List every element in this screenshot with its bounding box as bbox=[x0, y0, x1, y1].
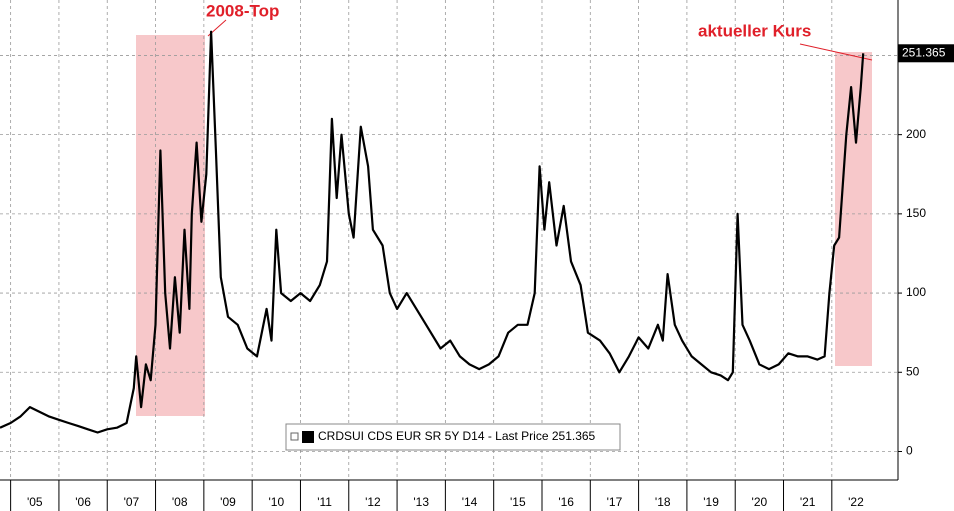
x-tick-label: '05 bbox=[27, 495, 43, 509]
x-tick-label: '06 bbox=[75, 495, 91, 509]
x-tick-label: '15 bbox=[510, 495, 526, 509]
x-tick-label: '13 bbox=[413, 495, 429, 509]
x-tick-label: '20 bbox=[752, 495, 768, 509]
x-tick-label: '08 bbox=[172, 495, 188, 509]
last-price-label: 251.365 bbox=[902, 45, 946, 59]
y-tick-label: 100 bbox=[906, 285, 926, 299]
x-tick-label: '19 bbox=[703, 495, 719, 509]
plot-area bbox=[0, 0, 898, 480]
legend-toggle bbox=[290, 432, 299, 441]
x-tick-label: '21 bbox=[800, 495, 816, 509]
x-tick-label: '16 bbox=[558, 495, 574, 509]
legend: CRDSUI CDS EUR SR 5Y D14 - Last Price 25… bbox=[285, 423, 621, 451]
annotation: aktueller Kurs bbox=[698, 21, 811, 40]
x-tick-label: '09 bbox=[220, 495, 236, 509]
legend-swatch bbox=[302, 431, 314, 443]
series-line bbox=[0, 30, 865, 434]
x-tick-label: '11 bbox=[317, 495, 332, 509]
legend-box bbox=[285, 423, 621, 451]
x-tick-label: '22 bbox=[848, 495, 864, 509]
y-tick-label: 0 bbox=[906, 444, 913, 458]
x-tick-label: '14 bbox=[462, 495, 478, 509]
x-tick-label: '10 bbox=[268, 495, 284, 509]
y-tick-label: 150 bbox=[906, 206, 926, 220]
x-tick-label: '12 bbox=[365, 495, 381, 509]
y-tick-label: 50 bbox=[906, 364, 920, 378]
legend-label: CRDSUI CDS EUR SR 5Y D14 - Last Price 25… bbox=[318, 429, 596, 443]
x-tick-label: '17 bbox=[607, 495, 623, 509]
last-price-box bbox=[898, 44, 954, 63]
y-tick-label: 200 bbox=[906, 127, 926, 141]
x-tick-label: '07 bbox=[124, 495, 140, 509]
highlight-2008 bbox=[136, 35, 205, 416]
x-tick-label: '18 bbox=[655, 495, 671, 509]
annotation: 2008-Top bbox=[206, 1, 279, 20]
annotation-arrow bbox=[799, 43, 873, 61]
